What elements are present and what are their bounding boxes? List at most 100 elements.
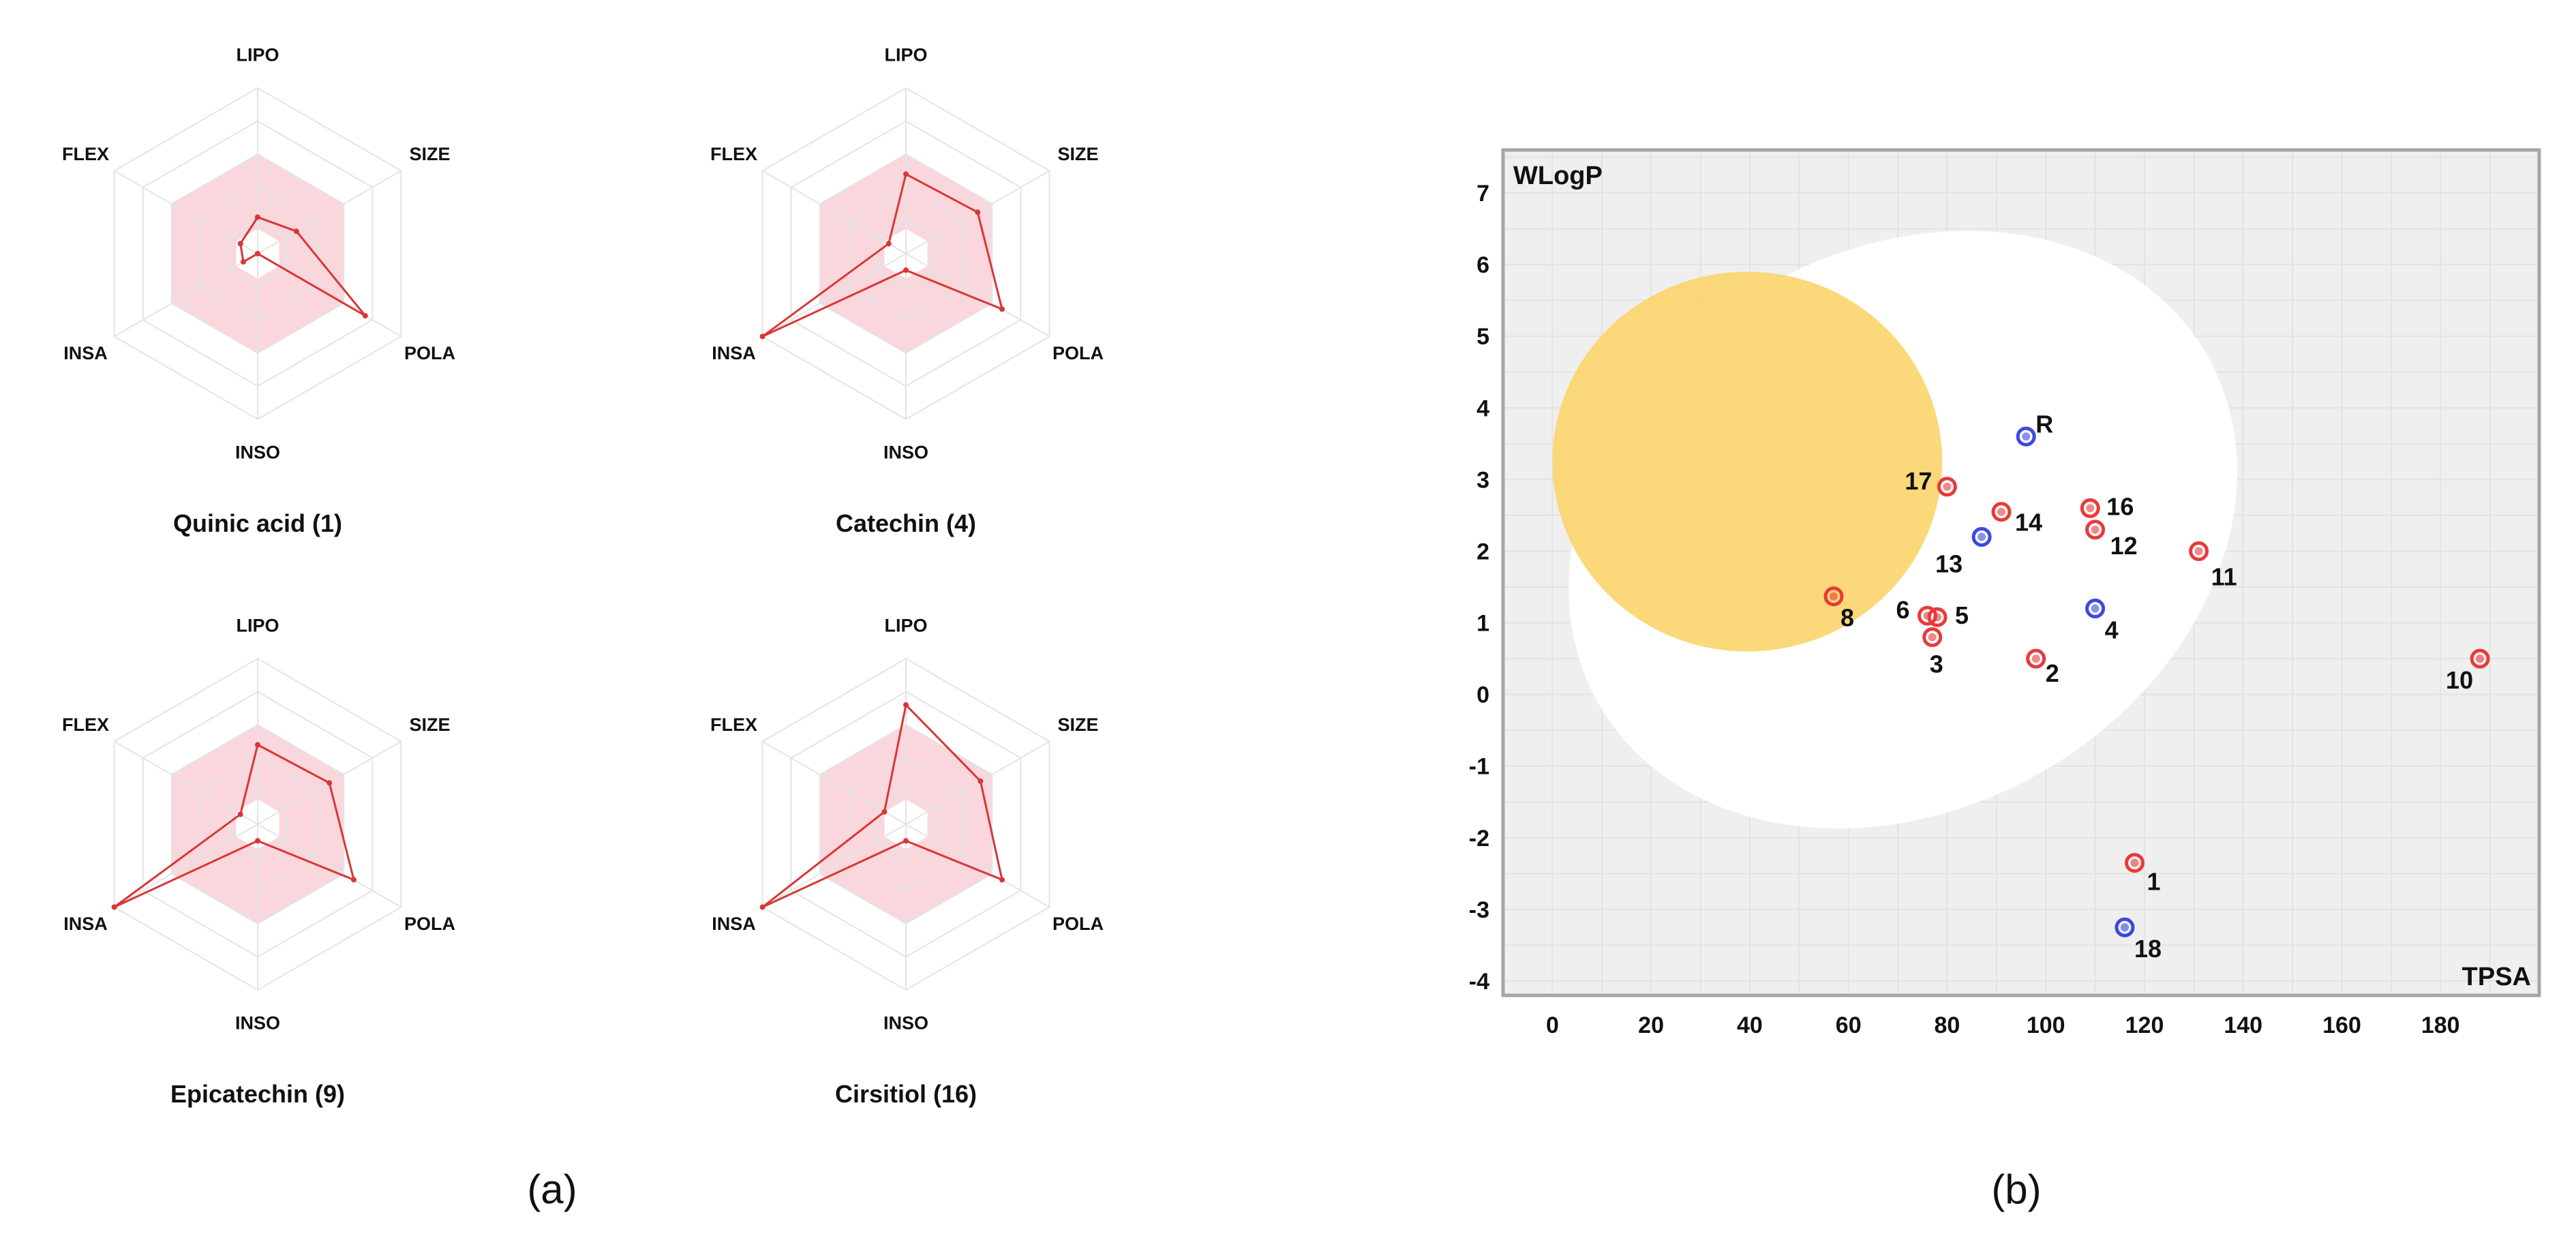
- axis-label-size: SIZE: [409, 714, 450, 735]
- point-8: [1823, 586, 1844, 607]
- axis-label-inso: INSO: [883, 1013, 928, 1034]
- point-6: [1918, 605, 1937, 626]
- y-tick-label: 1: [1476, 611, 1489, 637]
- point-core-10: [2476, 654, 2485, 663]
- point-14: [1991, 502, 2012, 522]
- y-tick-label: 2: [1476, 539, 1489, 565]
- radar-spoke: [257, 824, 401, 908]
- axis-label-size: SIZE: [409, 144, 450, 164]
- radar-chart-cirsitiol-16: LIPO SIZE POLA INSO INSA FLEX Cirsitiol (16): [710, 615, 1104, 1108]
- optimal-range-band: [819, 725, 992, 924]
- point-core-2: [2031, 654, 2040, 663]
- x-tick-label: 80: [1934, 1012, 1960, 1038]
- radar-point-inso: [255, 251, 260, 256]
- point-10: [2470, 648, 2490, 669]
- optimal-range-band: [171, 154, 344, 353]
- radar-point-pola: [999, 306, 1005, 312]
- point-3: [1922, 627, 1943, 648]
- axis-label-flex: FLEX: [62, 144, 109, 164]
- x-tick-label: 0: [1546, 1012, 1559, 1038]
- point-label-8: 8: [1840, 604, 1854, 632]
- radar-title: Cirsitiol (16): [835, 1080, 977, 1108]
- radar-chart-quinic-acid-1: LIPO SIZE POLA INSO INSA FLEX Quinic acid (1): [62, 44, 455, 537]
- radar-point-size: [978, 778, 984, 784]
- point-label-16: 16: [2106, 492, 2134, 520]
- radar-point-flex: [237, 811, 243, 817]
- radar-title: Catechin (4): [836, 509, 976, 537]
- x-tick-label: 160: [2322, 1012, 2361, 1038]
- point-label-4: 4: [2105, 616, 2119, 644]
- point-13: [1971, 527, 1992, 547]
- axis-label-inso: INSO: [883, 442, 928, 463]
- radar-chart-catechin-4: LIPO SIZE POLA INSO INSA FLEX Catechin (4): [710, 44, 1104, 537]
- x-tick-label: 180: [2421, 1012, 2460, 1038]
- radar-point-inso: [903, 267, 909, 273]
- axis-label-flex: FLEX: [62, 714, 109, 735]
- point-4: [2085, 599, 2106, 618]
- axis-label-insa: INSA: [712, 914, 756, 934]
- panel-label-b: (b): [1991, 1167, 2041, 1212]
- axis-label-lipo: LIPO: [884, 615, 927, 635]
- point-core-1: [2130, 858, 2139, 867]
- optimal-range-band: [171, 725, 344, 924]
- axis-label-lipo: LIPO: [236, 615, 279, 635]
- radar-point-lipo: [255, 742, 260, 748]
- point-label-11: 11: [2211, 563, 2237, 591]
- x-axis-title: TPSA: [2462, 963, 2531, 991]
- x-tick-label: 40: [1737, 1012, 1763, 1038]
- y-tick-label: 0: [1476, 682, 1489, 708]
- axis-label-inso: INSO: [235, 442, 280, 463]
- radar-point-lipo: [903, 702, 909, 708]
- point-2: [2026, 648, 2046, 669]
- radar-spoke: [762, 253, 907, 337]
- x-tick-label: 120: [2125, 1012, 2164, 1038]
- point-12: [2085, 520, 2106, 540]
- point-label-1: 1: [2147, 868, 2161, 896]
- radar-spoke: [762, 740, 907, 825]
- point-17: [1937, 477, 1957, 497]
- point-label-r: R: [2035, 410, 2053, 438]
- x-tick-label: 20: [1638, 1012, 1664, 1038]
- point-label-13: 13: [1935, 550, 1963, 578]
- boiled-egg-scatter-panel-b: 0 20 40 60 80 100 120 140 160 180-4-3-2-101234567…: [1469, 148, 2541, 1038]
- y-axis-title: WLogP: [1513, 162, 1603, 190]
- radar-title: Quinic acid (1): [173, 509, 342, 537]
- optimal-range-band: [819, 154, 992, 353]
- radar-point-pola: [351, 877, 357, 883]
- axis-label-insa: INSA: [63, 343, 108, 363]
- radar-spoke: [762, 170, 907, 254]
- radar-point-size: [975, 209, 981, 215]
- point-1: [2125, 853, 2145, 873]
- radar-point-insa: [241, 259, 246, 265]
- point-core-18: [2121, 923, 2129, 932]
- y-tick-label: 6: [1476, 252, 1489, 278]
- axis-label-size: SIZE: [1057, 144, 1098, 164]
- radar-point-lipo: [903, 171, 909, 177]
- radar-spoke: [905, 824, 1050, 908]
- point-core-11: [2194, 547, 2203, 556]
- y-tick-label: 5: [1476, 324, 1489, 350]
- axis-label-insa: INSA: [63, 914, 108, 934]
- axis-label-flex: FLEX: [710, 144, 757, 164]
- x-tick-label: 140: [2224, 1012, 2262, 1038]
- radar-spoke: [905, 253, 1050, 337]
- radar-charts-panel-a: LIPO SIZE POLA INSO INSA FLEX Quinic acid (1) L…: [62, 44, 1104, 1108]
- y-tick-label: -2: [1469, 826, 1489, 852]
- point-label-6: 6: [1896, 596, 1909, 624]
- y-tick-label: 3: [1476, 467, 1489, 493]
- radar-spoke: [114, 824, 258, 908]
- panel-label-a: (a): [527, 1167, 577, 1212]
- radar-point-pola: [362, 313, 368, 319]
- axis-label-pola: POLA: [404, 914, 455, 934]
- radar-point-insa: [759, 904, 766, 910]
- y-tick-label: -4: [1469, 969, 1489, 995]
- egg-regions: [1552, 230, 2237, 829]
- axis-label-pola: POLA: [404, 343, 455, 363]
- point-18: [2115, 917, 2135, 937]
- y-tick-label: 4: [1476, 395, 1489, 421]
- point-core-12: [2091, 525, 2100, 534]
- axis-label-flex: FLEX: [710, 714, 757, 735]
- radar-point-flex: [881, 809, 888, 815]
- axis-label-lipo: LIPO: [884, 44, 927, 65]
- point-core-3: [1928, 633, 1937, 642]
